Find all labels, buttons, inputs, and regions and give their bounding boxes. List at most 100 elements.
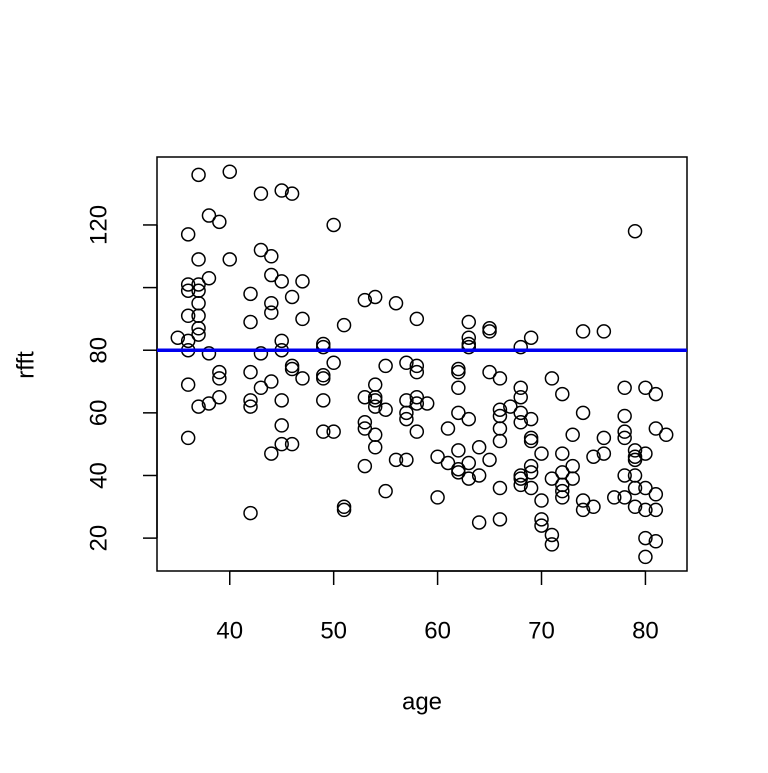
point <box>378 402 393 417</box>
point <box>274 274 289 289</box>
point <box>492 402 508 417</box>
point <box>367 440 383 455</box>
point <box>586 499 601 515</box>
point <box>326 424 341 439</box>
point <box>440 421 456 436</box>
point <box>523 433 539 449</box>
point <box>170 330 186 345</box>
point <box>513 389 528 405</box>
point <box>482 321 497 336</box>
point <box>534 512 549 527</box>
point <box>555 483 570 499</box>
point <box>544 527 560 543</box>
point <box>430 449 445 464</box>
point <box>555 446 570 461</box>
point <box>492 371 508 386</box>
point <box>201 208 217 223</box>
point <box>367 427 383 443</box>
y-axis-label: rfft <box>12 351 39 379</box>
point <box>534 493 549 508</box>
point <box>544 371 560 386</box>
point <box>336 317 352 333</box>
point <box>586 449 601 464</box>
point <box>523 458 539 474</box>
point <box>399 405 414 421</box>
point <box>367 377 383 392</box>
point <box>191 277 206 292</box>
point <box>513 339 528 355</box>
point <box>243 286 258 302</box>
point <box>399 411 414 427</box>
point <box>284 436 300 452</box>
point <box>451 380 466 396</box>
point <box>523 330 539 345</box>
point <box>357 389 373 405</box>
point <box>544 471 560 486</box>
point <box>492 421 508 436</box>
point <box>451 465 466 480</box>
point <box>482 452 497 468</box>
point <box>367 289 383 305</box>
point <box>316 339 331 355</box>
point <box>388 295 404 311</box>
point <box>440 455 456 471</box>
point <box>253 242 269 258</box>
point <box>253 380 269 396</box>
point <box>295 371 310 386</box>
point <box>264 374 279 389</box>
point <box>596 324 612 339</box>
point <box>357 292 373 308</box>
point <box>191 321 206 336</box>
point <box>503 399 518 414</box>
point <box>399 355 414 370</box>
point <box>409 389 425 405</box>
point <box>627 499 643 515</box>
point <box>596 446 612 461</box>
point <box>627 480 643 496</box>
point <box>212 371 227 386</box>
point <box>471 440 487 455</box>
point <box>575 502 591 518</box>
point <box>607 490 622 505</box>
point <box>336 502 352 518</box>
point <box>378 358 393 374</box>
point <box>648 502 664 518</box>
point <box>409 424 425 439</box>
point <box>191 295 206 311</box>
point <box>482 364 497 380</box>
point <box>461 411 477 427</box>
point <box>638 530 653 546</box>
point <box>274 418 289 433</box>
point <box>180 430 196 446</box>
point <box>295 274 310 289</box>
point <box>638 446 653 461</box>
point <box>461 455 477 471</box>
point <box>409 311 425 327</box>
point <box>336 499 352 515</box>
point <box>617 490 632 505</box>
point <box>492 433 508 449</box>
point <box>274 183 289 198</box>
point <box>212 389 227 405</box>
point <box>534 446 549 461</box>
y-tick-label: 80 <box>85 337 112 364</box>
point <box>264 267 279 283</box>
point <box>648 386 664 402</box>
point <box>243 399 258 414</box>
point <box>367 393 383 408</box>
point <box>316 371 331 386</box>
point <box>191 399 206 414</box>
point <box>471 515 487 530</box>
point <box>212 214 227 230</box>
y-tick-label: 120 <box>85 205 112 245</box>
point <box>523 411 539 427</box>
point <box>565 458 580 474</box>
point <box>264 295 279 311</box>
point <box>222 252 237 267</box>
point <box>482 324 497 339</box>
point <box>316 424 331 439</box>
point <box>451 364 466 380</box>
point <box>253 346 269 361</box>
point <box>648 533 664 549</box>
point <box>409 358 425 374</box>
